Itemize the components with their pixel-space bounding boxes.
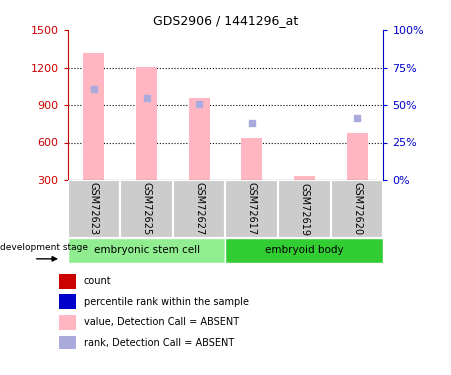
Bar bbox=[68, 238, 226, 262]
Text: embryonic stem cell: embryonic stem cell bbox=[93, 245, 200, 255]
Bar bbox=[120, 180, 173, 238]
Bar bbox=[59, 315, 76, 330]
Text: GSM72620: GSM72620 bbox=[352, 183, 362, 236]
Text: development stage: development stage bbox=[0, 243, 88, 252]
Text: rank, Detection Call = ABSENT: rank, Detection Call = ABSENT bbox=[83, 338, 234, 348]
Bar bbox=[226, 180, 278, 238]
Bar bbox=[189, 98, 210, 180]
Bar bbox=[331, 180, 383, 238]
Text: GSM72627: GSM72627 bbox=[194, 183, 204, 236]
Bar bbox=[136, 67, 157, 180]
Bar bbox=[68, 180, 120, 238]
Bar bbox=[346, 132, 368, 180]
Bar bbox=[278, 180, 331, 238]
Text: GSM72623: GSM72623 bbox=[89, 183, 99, 236]
Bar bbox=[241, 138, 262, 180]
Text: GSM72619: GSM72619 bbox=[299, 183, 309, 236]
Bar bbox=[173, 180, 226, 238]
Text: GSM72625: GSM72625 bbox=[142, 183, 152, 236]
Text: percentile rank within the sample: percentile rank within the sample bbox=[83, 297, 249, 307]
Title: GDS2906 / 1441296_at: GDS2906 / 1441296_at bbox=[153, 15, 298, 27]
Bar bbox=[59, 336, 76, 350]
Bar bbox=[83, 53, 105, 180]
Bar bbox=[226, 238, 383, 262]
Text: GSM72617: GSM72617 bbox=[247, 183, 257, 236]
Text: value, Detection Call = ABSENT: value, Detection Call = ABSENT bbox=[83, 317, 239, 327]
Text: count: count bbox=[83, 276, 111, 286]
Bar bbox=[294, 176, 315, 180]
Bar bbox=[59, 294, 76, 309]
Bar bbox=[59, 274, 76, 288]
Text: embryoid body: embryoid body bbox=[265, 245, 344, 255]
